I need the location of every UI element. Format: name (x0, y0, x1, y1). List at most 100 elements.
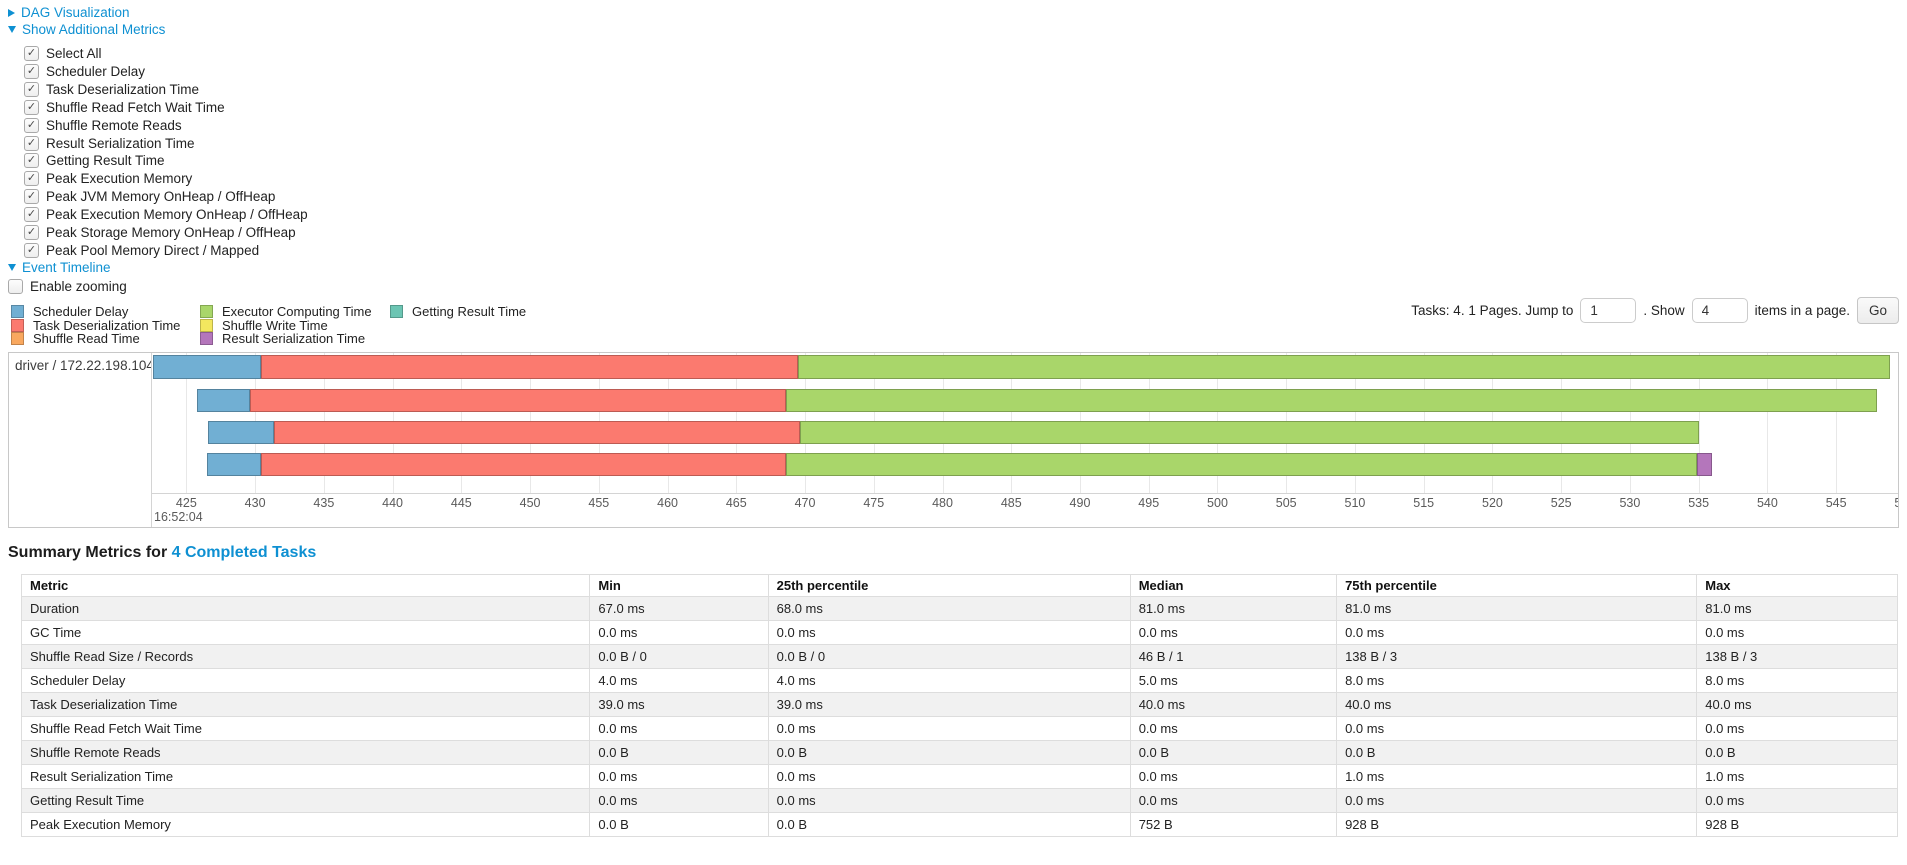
checkbox-checked-icon[interactable]: ✓ (24, 153, 39, 169)
summary-metrics-table: Metric Min 25th percentile Median 75th perce… (20, 574, 1898, 837)
task-bar-segment-scheduler_delay[interactable] (153, 355, 261, 379)
completed-tasks-link: 4 Completed Tasks (171, 544, 317, 561)
table-cell: 8.0 ms (1336, 668, 1698, 693)
table-cell: 67.0 ms (589, 596, 769, 621)
axis-tick-label: 525 (1550, 496, 1572, 510)
task-bar-segment-scheduler_delay[interactable] (197, 389, 250, 412)
go-button[interactable]: Go (1856, 296, 1899, 324)
task-bar-segment-executor_computing[interactable] (785, 389, 1878, 412)
table-cell: 928 B (1696, 812, 1898, 837)
summary-metrics-title: Summary Metrics for 4 Completed Tasks (8, 544, 316, 562)
task-bar-segment-task_deserialization[interactable] (274, 421, 800, 444)
table-cell: 138 B / 3 (1336, 644, 1698, 669)
table-cell: 0.0 B (589, 740, 769, 765)
metric-checkbox-label: Select All (46, 46, 102, 62)
event-timeline-label: Event Timeline (22, 260, 111, 275)
metric-checkbox-label: Peak Execution Memory (46, 171, 193, 187)
metric-checkbox-row: ✓ Peak Execution Memory OnHeap / OffHeap (24, 206, 308, 224)
axis-tick-label: 485 (1000, 496, 1022, 510)
legend-column: Executor Computing Time Shuffle Write Tim… (200, 304, 372, 346)
legend-label: Shuffle Read Time (33, 331, 140, 347)
table-cell: 0.0 ms (1129, 620, 1338, 645)
table-cell: Getting Result Time (20, 788, 591, 813)
task-bar-segment-executor_computing[interactable] (798, 355, 1890, 379)
table-cell: 81.0 ms (1129, 596, 1338, 621)
checkbox-checked-icon[interactable]: ✓ (24, 82, 39, 98)
task-bar-segment-scheduler_delay[interactable] (206, 453, 261, 476)
table-cell: Scheduler Delay (20, 668, 591, 693)
gridline (1836, 353, 1838, 493)
checkbox-checked-icon[interactable]: ✓ (24, 99, 39, 115)
task-bar-segment-executor_computing[interactable] (785, 453, 1698, 476)
show-additional-metrics-link[interactable]: Show Additional Metrics (8, 22, 165, 37)
table-cell: 0.0 B (1336, 740, 1698, 765)
checkbox-checked-icon[interactable]: ✓ (24, 242, 39, 258)
table-cell: 0.0 ms (589, 620, 769, 645)
checkbox-checked-icon[interactable]: ✓ (24, 171, 39, 187)
dag-visualization-label: DAG Visualization (21, 5, 130, 20)
checkbox-checked-icon[interactable]: ✓ (24, 224, 39, 240)
table-cell: 0.0 ms (589, 764, 769, 789)
table-cell: 0.0 ms (767, 788, 1131, 813)
axis-tick-label: 550 (1894, 496, 1898, 510)
legend-column: Getting Result Time (390, 304, 527, 320)
task-bar-segment-result_serialization[interactable] (1697, 453, 1713, 476)
table-cell: 8.0 ms (1696, 668, 1898, 693)
legend-swatch-icon (11, 332, 24, 346)
metric-checkbox-row: ✓ Peak Storage Memory OnHeap / OffHeap (24, 223, 308, 241)
table-row: Shuffle Remote Reads 0.0 B 0.0 B 0.0 B 0.0 B… (20, 740, 1898, 765)
enable-zooming-label: Enable zooming (30, 279, 127, 295)
dag-visualization-link[interactable]: DAG Visualization (8, 5, 130, 20)
table-cell: 0.0 B (767, 812, 1131, 837)
checkbox-checked-icon[interactable]: ✓ (24, 46, 39, 62)
table-cell: Peak Execution Memory (20, 812, 591, 837)
pagination-mid: . Show (1643, 302, 1685, 318)
table-cell: 5.0 ms (1129, 668, 1338, 693)
metric-checkbox-label: Result Serialization Time (46, 135, 195, 151)
table-cell: 138 B / 3 (1696, 644, 1898, 669)
metric-checkbox-label: Peak Execution Memory OnHeap / OffHeap (46, 207, 308, 223)
legend-label: Task Deserialization Time (33, 317, 181, 333)
axis-tick-label: 545 (1825, 496, 1847, 510)
table-cell: 68.0 ms (767, 596, 1131, 621)
table-header-cell: Metric (20, 574, 591, 597)
table-cell: 0.0 B (1696, 740, 1898, 765)
axis-tick-label: 530 (1619, 496, 1641, 510)
event-timeline-link[interactable]: Event Timeline (8, 260, 111, 275)
table-row: Result Serialization Time 0.0 ms 0.0 ms 0.0… (20, 764, 1898, 789)
pagination-suffix: items in a page. (1754, 302, 1850, 318)
checkbox-checked-icon[interactable]: ✓ (24, 207, 39, 223)
metric-checkbox-label: Task Deserialization Time (46, 82, 200, 98)
executor-group-label: driver / 172.22.198.104 (15, 358, 151, 373)
chevron-down-icon (8, 264, 16, 271)
table-cell: 0.0 ms (1696, 620, 1898, 645)
axis-tick-label: 465 (725, 496, 747, 510)
axis-tick-label: 470 (794, 496, 816, 510)
metric-checkbox-row: ✓ Peak JVM Memory OnHeap / OffHeap (24, 188, 308, 206)
checkbox-checked-icon[interactable]: ✓ (24, 64, 39, 80)
checkbox-checked-icon[interactable]: ✓ (24, 117, 39, 133)
task-bar-segment-task_deserialization[interactable] (260, 453, 786, 476)
axis-tick-label: 480 (932, 496, 953, 510)
items-per-page-input[interactable] (1691, 297, 1748, 323)
metric-checkbox-label: Shuffle Remote Reads (46, 117, 182, 133)
legend-label: Executor Computing Time (222, 304, 372, 320)
table-cell: Task Deserialization Time (20, 692, 591, 717)
gridline (186, 353, 188, 493)
task-bar-segment-executor_computing[interactable] (799, 421, 1699, 444)
legend-swatch-icon (200, 332, 213, 346)
axis-tick-label: 460 (657, 496, 678, 510)
metric-checkbox-label: Peak Pool Memory Direct / Mapped (46, 242, 260, 258)
table-row: GC Time 0.0 ms 0.0 ms 0.0 ms 0.0 ms 0.0 ms (20, 620, 1898, 645)
legend-label: Getting Result Time (412, 304, 527, 320)
checkbox-unchecked-icon[interactable] (8, 279, 23, 295)
legend-item-task_deserialization: Task Deserialization Time (11, 317, 181, 333)
metric-checkbox-row: ✓ Scheduler Delay (24, 63, 308, 81)
checkbox-checked-icon[interactable]: ✓ (24, 189, 39, 205)
checkbox-checked-icon[interactable]: ✓ (24, 135, 39, 151)
task-bar-segment-task_deserialization[interactable] (249, 389, 786, 412)
task-bar-segment-task_deserialization[interactable] (260, 355, 799, 379)
task-bar-segment-scheduler_delay[interactable] (208, 421, 275, 444)
jump-to-page-input[interactable] (1580, 297, 1637, 323)
table-cell: 1.0 ms (1696, 764, 1898, 789)
